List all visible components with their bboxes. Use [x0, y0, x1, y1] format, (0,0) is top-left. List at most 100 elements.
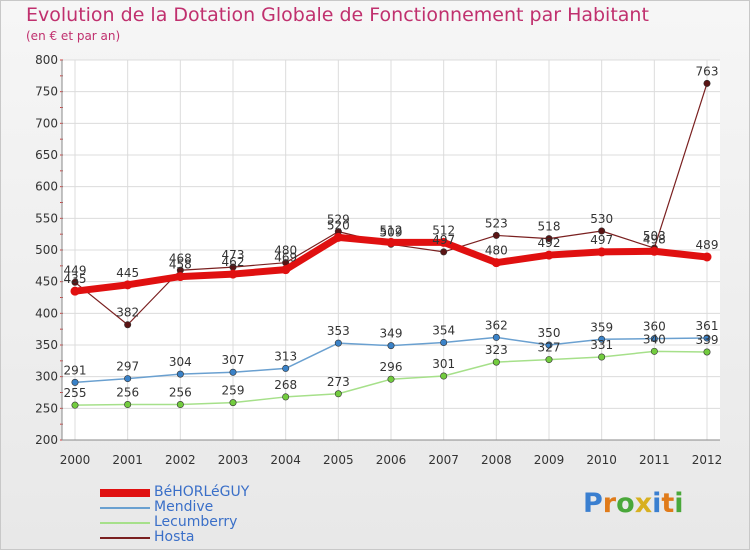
y-tick-label: 800 [35, 53, 58, 67]
x-tick-label: 2010 [586, 453, 617, 467]
data-point [176, 370, 184, 378]
y-tick-label: 500 [35, 243, 58, 257]
data-point [440, 248, 448, 256]
data-label: 256 [116, 386, 139, 400]
legend-label: Hosta [154, 529, 195, 545]
x-tick-label: 2002 [165, 453, 196, 467]
data-point [229, 399, 237, 407]
data-label: 449 [64, 263, 87, 277]
data-label: 523 [485, 216, 508, 230]
data-point [545, 356, 553, 364]
y-tick-label: 400 [35, 306, 58, 320]
data-point [492, 358, 500, 366]
data-point [123, 280, 133, 290]
data-point [491, 258, 501, 268]
data-label: 763 [696, 64, 719, 78]
data-point [650, 335, 658, 343]
data-point [281, 265, 291, 275]
data-point [228, 269, 238, 279]
data-point [703, 334, 711, 342]
data-point [702, 252, 712, 262]
legend-item: Lecumberry [100, 515, 360, 530]
data-label: 512 [432, 223, 455, 237]
data-label: 297 [116, 360, 139, 374]
chart-subtitle: (en € et par an) [26, 29, 121, 43]
data-label: 259 [222, 384, 245, 398]
data-label: 291 [64, 363, 87, 377]
data-point [387, 375, 395, 383]
data-label: 296 [380, 360, 403, 374]
legend-label: BéHORLéGUY [154, 484, 250, 500]
data-label: 512 [380, 223, 403, 237]
legend-swatch [100, 488, 150, 497]
data-point [598, 227, 606, 235]
data-point [229, 368, 237, 376]
data-point [545, 341, 553, 349]
x-tick-label: 2000 [60, 453, 91, 467]
data-label: 350 [538, 326, 561, 340]
data-point [544, 250, 554, 260]
data-point [386, 237, 396, 247]
y-tick-label: 750 [35, 85, 58, 99]
y-tick-label: 550 [35, 211, 58, 225]
data-label: 307 [222, 353, 245, 367]
data-label: 339 [696, 333, 719, 347]
y-tick-label: 350 [35, 338, 58, 352]
data-label: 304 [169, 355, 192, 369]
y-tick-label: 600 [35, 180, 58, 194]
data-point [545, 235, 553, 243]
data-point [175, 272, 185, 282]
data-point [334, 390, 342, 398]
legend-label: Mendive [154, 499, 214, 515]
data-point [334, 339, 342, 347]
series-layer [70, 79, 712, 409]
data-label: 469 [274, 251, 297, 265]
x-tick-label: 2003 [218, 453, 249, 467]
data-label: 353 [327, 324, 350, 338]
data-point [597, 247, 607, 257]
data-label: 489 [696, 238, 719, 252]
data-label: 256 [169, 386, 192, 400]
data-point [492, 231, 500, 239]
x-tick-label: 2005 [323, 453, 354, 467]
legend-swatch [100, 536, 150, 539]
data-label: 462 [222, 255, 245, 269]
data-point [282, 364, 290, 372]
data-label: 301 [432, 357, 455, 371]
data-label: 518 [538, 220, 561, 234]
data-label: 445 [116, 266, 139, 280]
data-label: 255 [64, 386, 87, 400]
data-label: 268 [274, 378, 297, 392]
legend-item: Mendive [100, 500, 360, 515]
y-tick-label: 450 [35, 275, 58, 289]
data-point [598, 335, 606, 343]
data-label: 354 [432, 323, 455, 337]
chart-title: Evolution de la Dotation Globale de Fonc… [26, 4, 649, 26]
data-point [703, 348, 711, 356]
y-tick-label: 300 [35, 370, 58, 384]
data-point [176, 401, 184, 409]
x-tick-label: 2007 [428, 453, 459, 467]
data-label-layer: 435 445 458 462 469 520 512 512 480 492 497 498 489 2… [64, 64, 719, 400]
data-point [70, 286, 80, 296]
data-label: 520 [327, 218, 350, 232]
chart-legend: BéHORLéGUY Mendive Lecumberry Hosta [100, 485, 360, 545]
data-label: 458 [169, 258, 192, 272]
data-label: 468 [169, 251, 192, 265]
legend-swatch [100, 521, 150, 524]
data-label: 498 [643, 232, 666, 246]
data-point [124, 375, 132, 383]
data-label: 331 [590, 338, 613, 352]
legend-item: Hosta [100, 530, 360, 545]
data-label: 435 [64, 272, 87, 286]
x-tick-label: 2012 [692, 453, 723, 467]
data-point [282, 393, 290, 401]
data-label: 360 [643, 320, 666, 334]
data-point [333, 232, 343, 242]
data-label: 327 [538, 341, 561, 355]
data-label: 473 [222, 248, 245, 262]
legend-label: Lecumberry [154, 514, 238, 530]
y-tick-label: 650 [35, 148, 58, 162]
data-point [124, 401, 132, 409]
